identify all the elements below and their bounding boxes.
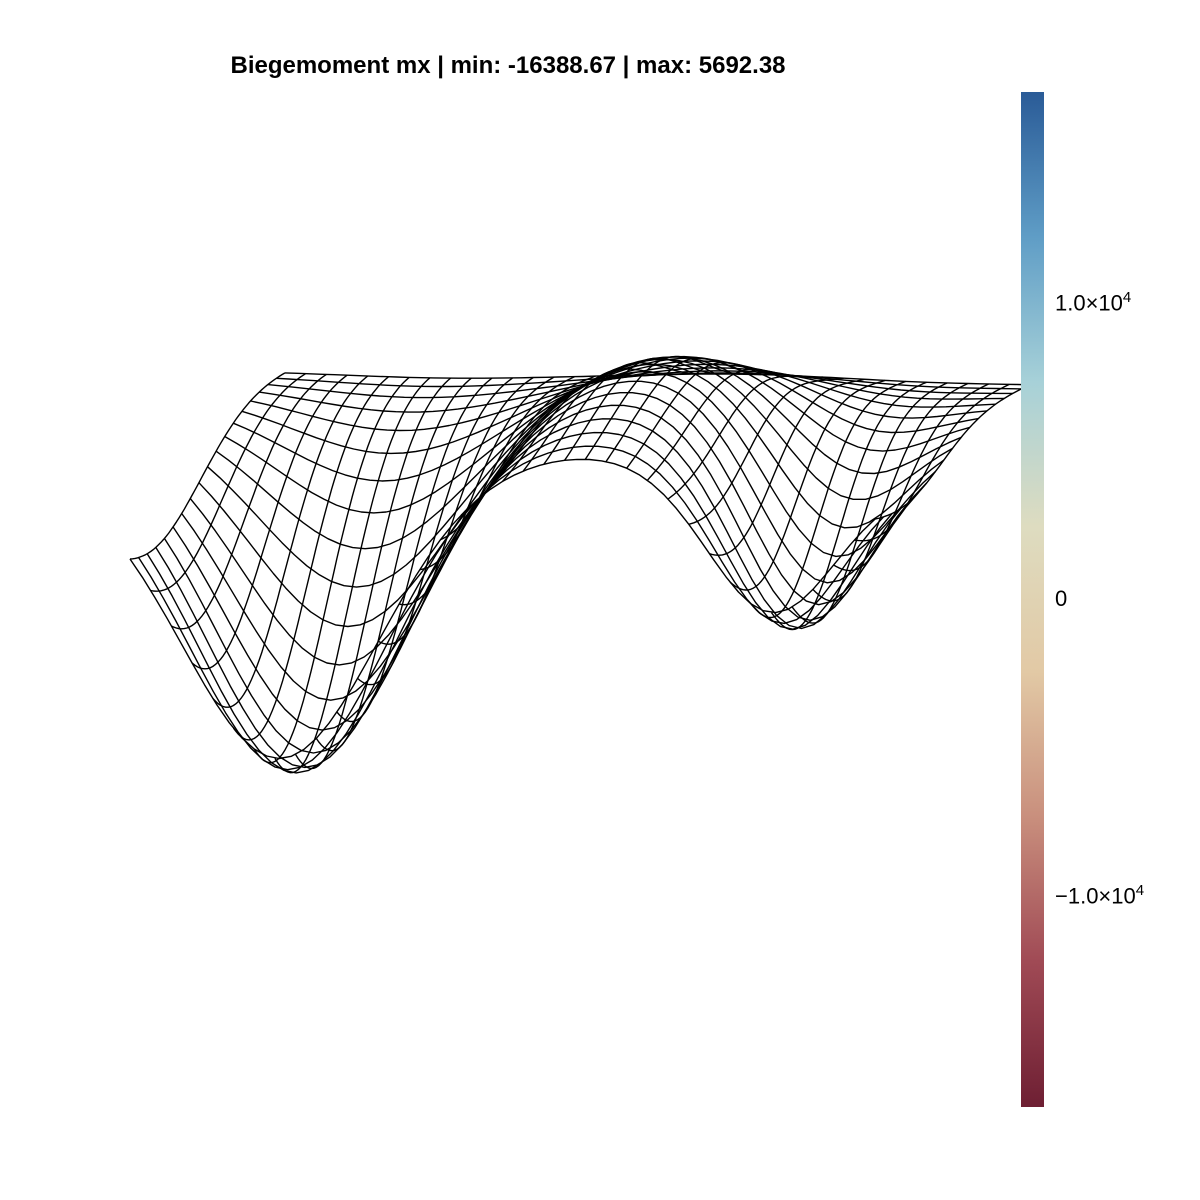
mesh-line-v [854,383,1010,542]
colorbar-tick-label: 1.0×104 [1055,288,1132,316]
mesh-line-v [522,368,679,472]
mesh-line-v [295,377,452,770]
mesh-line-v [253,376,410,764]
mesh-line-v [688,377,844,525]
mesh-line-v [833,383,989,572]
mesh-line-v [646,368,803,481]
chart-title: Biegemoment mx | min: -16388.67 | max: 5… [230,52,786,79]
mesh-line-u [155,418,902,769]
mesh-line-v [150,373,307,592]
mesh-line-u [284,372,1031,386]
mesh-line-u [146,431,893,774]
mesh-line-v [357,377,514,686]
mesh-line-v [564,357,720,461]
mesh-line-v [584,355,741,460]
mesh-line-v [770,381,927,631]
mesh-line-v [419,375,576,571]
mesh-line-v [377,376,534,645]
colorbar-tick-label: −1.0×104 [1055,882,1145,909]
mesh-line-v [543,362,699,465]
colorbar [1021,92,1044,1107]
mesh-line-v [129,372,286,560]
mesh-line-v [709,378,865,556]
mesh-line-v [212,375,369,708]
mesh-line-v [605,357,762,462]
mesh-line-v [750,380,907,619]
mesh-line-v [729,379,886,591]
colorbar-tick-label: 0 [1055,585,1068,611]
mesh-line-v [812,382,969,602]
mesh-line-v [501,374,658,482]
mesh-line-v [791,382,948,624]
mesh-line-v [336,377,493,723]
mesh-line-v [440,375,596,541]
mesh-line-v [171,373,327,630]
mesh-line-u [172,392,919,731]
mesh-line-v [874,384,1031,520]
surface-wireframe [129,355,1031,774]
mesh-line-v [274,377,431,774]
mesh-line-v [232,376,389,741]
mesh-line-v [315,377,472,752]
mesh-line-v [191,374,348,670]
mesh-line-v [398,376,555,606]
mesh-line-v [667,375,824,500]
mesh-line-v [481,374,637,497]
